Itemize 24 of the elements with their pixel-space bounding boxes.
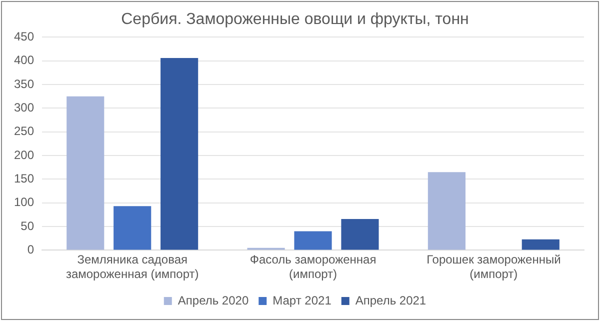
bar (66, 96, 104, 250)
bar (341, 218, 379, 250)
legend-label: Март 2021 (272, 293, 332, 308)
x-tick-label: Фасоль замороженная (импорт) (250, 252, 376, 282)
bar (160, 58, 198, 250)
y-tick-label: 300 (14, 100, 34, 115)
y-tick-label: 100 (14, 195, 34, 210)
x-tick-label: Горошек замороженный (импорт) (426, 252, 561, 282)
y-tick-label: 150 (14, 172, 34, 186)
x-tick-label: Земляника садовая замороженная (импорт) (66, 252, 199, 282)
bar (522, 239, 560, 250)
y-tick-label: 350 (14, 76, 34, 91)
y-tick-label: 400 (14, 53, 34, 68)
bar (428, 172, 466, 250)
y-tick-label: 50 (20, 218, 34, 233)
legend-label: Апрель 2020 (178, 293, 249, 308)
legend-label: Апрель 2021 (355, 293, 426, 308)
chart-title: Сербия. Замороженные овощи и фрукты, тонн (121, 11, 469, 28)
y-tick-label: 250 (14, 124, 34, 138)
y-tick-label: 450 (14, 30, 34, 44)
bar (114, 206, 152, 250)
y-tick-label: 0 (27, 242, 34, 257)
bar (294, 231, 332, 250)
y-tick-label: 200 (14, 148, 34, 162)
